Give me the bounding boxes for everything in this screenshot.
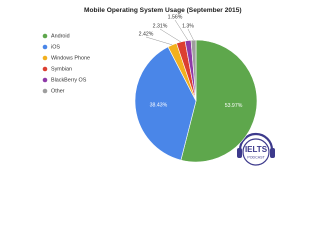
legend-label: Windows Phone [51,55,90,61]
pie-slice [180,39,258,163]
slice-label: 2.31% [153,23,168,29]
slice-label: 1.3% [182,23,194,29]
pie-slice [134,46,197,161]
slice-label: 53.97% [225,103,243,109]
legend-label: Other [51,88,65,94]
logo-earpiece [270,148,275,158]
legend-label: Symbian [51,66,72,72]
legend-swatch [42,88,48,94]
logo-headband [238,132,274,151]
slice-label: 2.42% [139,31,154,37]
chart: Mobile Operating System Usage (September… [42,7,275,166]
logo-ring [242,138,270,166]
legend-label: Android [51,33,70,39]
legend-swatch [42,77,48,83]
slice-label: 1.56% [168,14,183,20]
slice-label: 38.43% [150,103,168,109]
legend-swatch [42,33,48,39]
logo-earpiece [237,148,242,158]
logo-text: IELTS [245,145,268,154]
leader-line [159,28,181,43]
legend-swatch [42,55,48,61]
legend-label: BlackBerry OS [51,77,87,83]
leader-line [174,19,189,41]
logo: IELTS PODCAST [237,132,275,166]
legend-swatch [42,66,48,72]
leader-line [145,36,173,46]
leader-line [187,28,194,41]
chart-title: Mobile Operating System Usage (September… [84,7,242,14]
legend-label: iOS [51,44,60,50]
legend-swatch [42,44,48,50]
logo-subtext: PODCAST [247,155,265,159]
